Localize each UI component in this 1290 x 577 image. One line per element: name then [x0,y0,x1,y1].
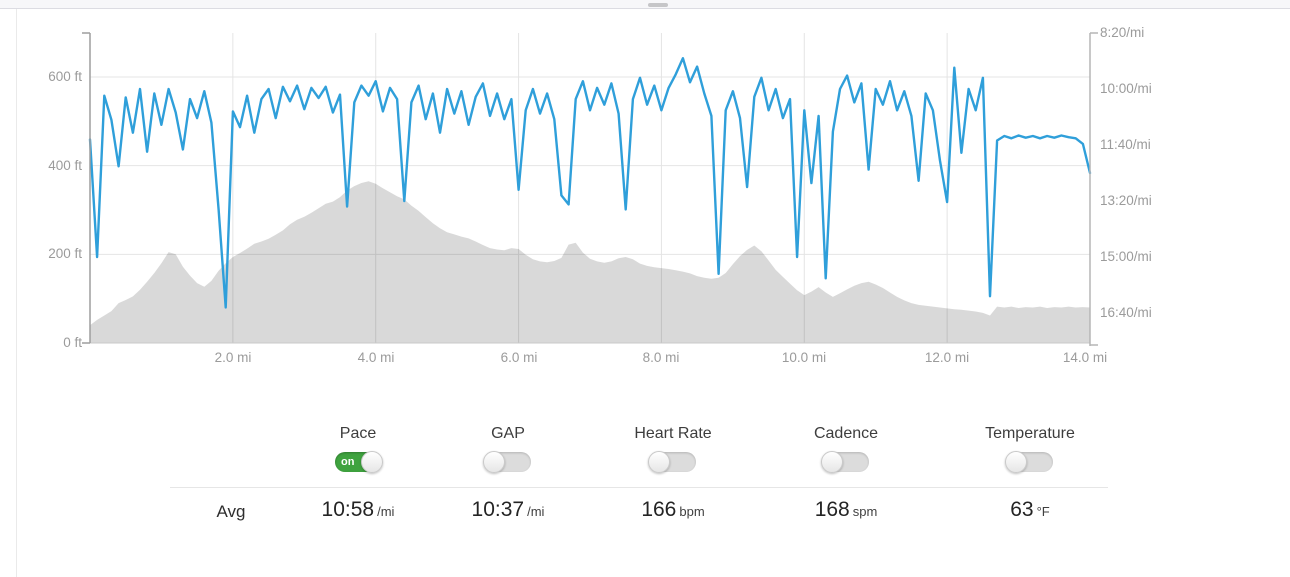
toggle-knob [648,451,670,473]
x-tick-12mi: 12.0 mi [924,350,970,365]
x-tick-10mi: 10.0 mi [781,350,827,365]
avg-gap-value: 10:37 [471,498,525,521]
avg-cadence-value: 168 [814,498,850,521]
gap-toggle[interactable]: on [483,451,531,473]
toggle-knob [361,451,383,473]
toggle-on-text: on [341,456,355,468]
temperature-toggle[interactable]: on [1005,451,1053,473]
pace-toggle[interactable]: on [335,451,383,473]
avg-heart-rate: 166 bpm [583,498,763,522]
x-tick-8mi: 8.0 mi [642,350,680,365]
x-tick-14mi: 14.0 mi [1062,350,1108,365]
avg-heart-rate-unit: bpm [679,504,705,519]
y-right-tick-1000: 10:00/mi [1100,81,1152,96]
y-left-tick-600ft: 600 ft [48,69,82,84]
metric-column-gap: GAP on [418,424,598,473]
cadence-toggle[interactable]: on [821,451,869,473]
temperature-label: Temperature [985,425,1075,442]
avg-heart-rate-value: 166 [641,498,677,521]
y-right-tick-1140: 11:40/mi [1100,137,1151,152]
elevation-pace-chart[interactable]: 600 ft 400 ft 200 ft 0 ft 8:20/mi 10:00/… [0,0,1290,380]
avg-gap-unit: /mi [527,504,545,519]
y-left-tick-200ft: 200 ft [48,246,82,261]
avg-pace-unit: /mi [377,504,395,519]
heart-rate-label: Heart Rate [634,425,712,442]
avg-row-separator [170,487,1108,488]
toggle-knob [821,451,843,473]
avg-pace-value: 10:58 [321,498,375,521]
avg-cadence: 168 spm [756,498,936,522]
x-tick-6mi: 6.0 mi [500,350,538,365]
avg-temperature-value: 63 [1010,498,1034,521]
avg-gap: 10:37 /mi [418,498,598,522]
y-left-tick-0ft: 0 ft [63,335,82,350]
cadence-label: Cadence [813,425,879,442]
pace-label: Pace [339,425,377,442]
metric-column-cadence: Cadence on [756,424,936,473]
toggle-knob [483,451,505,473]
avg-cadence-unit: spm [852,504,878,519]
gap-label: GAP [491,425,525,442]
avg-row-label: Avg [216,502,246,521]
scrollbar-handle[interactable] [648,3,668,7]
x-tick-2mi: 2.0 mi [214,350,252,365]
y-right-tick-820: 8:20/mi [1100,25,1145,40]
y-right-tick-1640: 16:40/mi [1100,305,1152,320]
metric-column-temperature: Temperature on [940,424,1120,473]
y-right-tick-1500: 15:00/mi [1100,249,1152,264]
avg-temperature: 63 °F [940,498,1120,522]
heart-rate-toggle[interactable]: on [648,451,696,473]
y-right-tick-1320: 13:20/mi [1100,193,1152,208]
x-tick-4mi: 4.0 mi [357,350,395,365]
avg-pace: 10:58 /mi [268,498,448,522]
panel-left-border [16,9,17,577]
y-left-tick-400ft: 400 ft [48,158,82,173]
activity-chart-svg[interactable] [0,0,1290,380]
metric-column-heart-rate: Heart Rate on [583,424,763,473]
top-scrollbar-track [0,0,1290,9]
avg-temperature-unit: °F [1036,504,1050,519]
metric-column-pace: Pace on [268,424,448,473]
toggle-knob [1005,451,1027,473]
